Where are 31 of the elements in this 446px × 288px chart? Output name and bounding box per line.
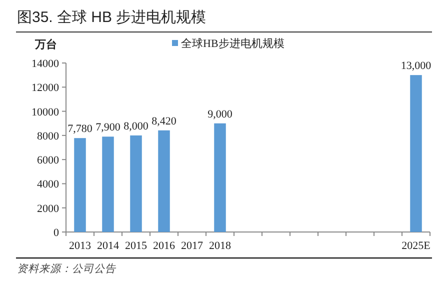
bar: [214, 123, 226, 232]
y-tick-label: 2000: [37, 202, 60, 215]
y-tick-label: 14000: [32, 58, 60, 70]
data-label: 7,900: [96, 122, 121, 134]
y-tick-label: 4000: [37, 178, 60, 191]
bar: [158, 130, 170, 232]
y-tick-label: 10000: [32, 106, 60, 118]
x-tick-label: 2015: [125, 240, 148, 252]
text: 资料来源：公司公告: [17, 263, 117, 275]
y-axis-title: 万台: [34, 38, 57, 51]
data-label: 13,000: [400, 60, 432, 72]
data-label: 8,000: [124, 120, 149, 132]
y-tick-label: 8000: [37, 130, 60, 142]
y-tick-label: 12000: [32, 82, 60, 94]
bar: [102, 136, 114, 232]
bar: [74, 138, 86, 232]
x-tick-label: 2014: [97, 240, 120, 252]
x-tick-label: 2017: [181, 240, 204, 252]
y-tick-label: 6000: [37, 154, 60, 167]
bar: [410, 75, 422, 232]
y-tick-label: 0: [54, 227, 60, 239]
bar: [130, 135, 142, 232]
x-tick-label: 2018: [209, 240, 232, 252]
legend-label: 全球HB步进电机规模: [181, 37, 284, 50]
x-tick-label: 2013: [69, 240, 92, 252]
x-tick-label: 2025E: [402, 240, 431, 252]
x-tick-label: 2016: [153, 240, 176, 252]
data-label: 9,000: [208, 108, 233, 120]
data-label: 8,420: [152, 115, 177, 128]
chart-title: 图35. 全球 HB 步进电机规模: [17, 9, 206, 26]
data-label: 7,780: [68, 123, 93, 136]
